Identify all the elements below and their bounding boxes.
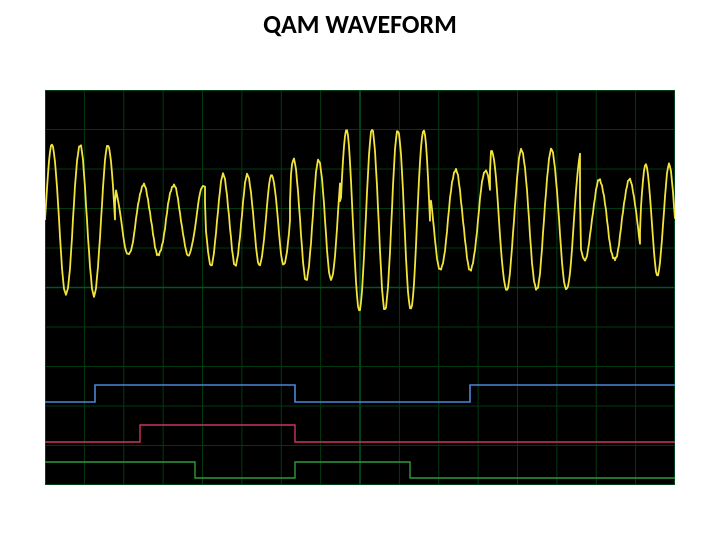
page-title: QAM WAVEFORM [0,0,720,40]
slide: QAM WAVEFORM [0,0,720,540]
waveform-svg [45,90,675,485]
oscilloscope-display [45,90,675,485]
